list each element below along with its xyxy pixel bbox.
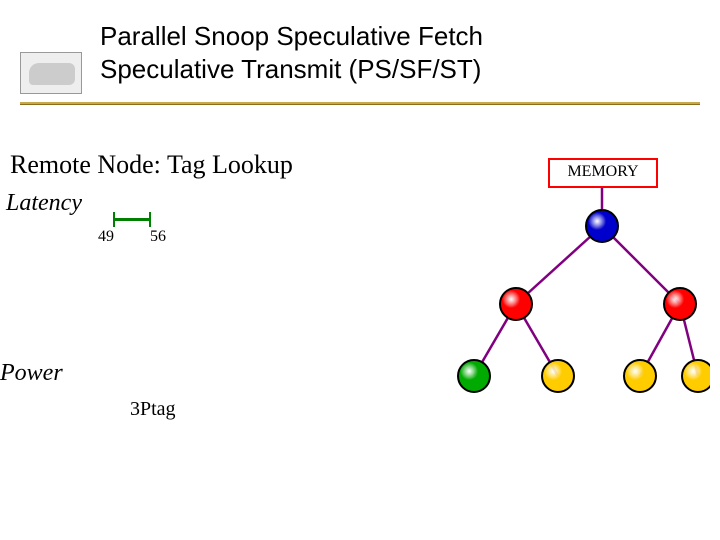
tree-node-l (500, 288, 532, 320)
power-label: Power (0, 360, 63, 387)
tree-node-ll (458, 360, 490, 392)
timeline-start-label: 49 (98, 228, 114, 246)
timeline-bar (113, 218, 151, 221)
power-tag: 3Ptag (130, 398, 176, 421)
tree-node-r (664, 288, 696, 320)
memory-box-label: MEMORY (567, 163, 638, 180)
tree-node-root (586, 210, 618, 242)
timeline-end-label: 56 (150, 228, 166, 246)
title-underline (20, 102, 700, 105)
section-subtitle: Remote Node: Tag Lookup (10, 150, 293, 180)
title-line-2: Speculative Transmit (PS/SF/ST) (100, 53, 483, 86)
slide-logo (20, 52, 82, 94)
title-line-1: Parallel Snoop Speculative Fetch (100, 20, 483, 53)
timeline-tick-end (149, 212, 151, 227)
tree-node-lr (542, 360, 574, 392)
tree-diagram (430, 186, 710, 396)
tree-edge (516, 226, 602, 304)
memory-box: MEMORY (548, 158, 658, 188)
tree-node-rr (682, 360, 710, 392)
tree-node-rl (624, 360, 656, 392)
slide-title: Parallel Snoop Speculative Fetch Specula… (100, 20, 483, 85)
latency-label: Latency (6, 190, 82, 217)
